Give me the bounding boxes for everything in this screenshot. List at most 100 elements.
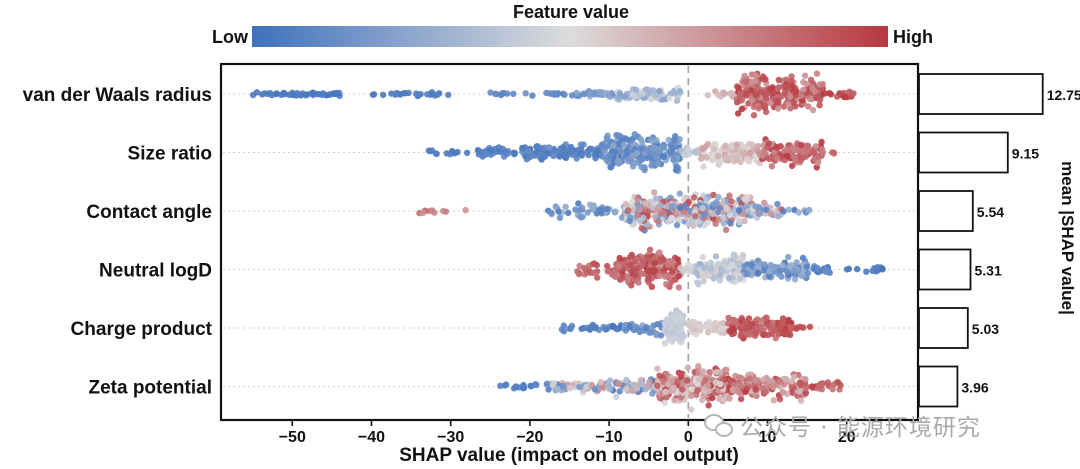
shap-point xyxy=(762,90,769,97)
shap-point xyxy=(814,159,822,166)
shap-point xyxy=(766,155,773,163)
shap-point xyxy=(541,153,549,160)
shap-point xyxy=(752,330,759,338)
shap-point xyxy=(796,388,803,395)
shap-point xyxy=(612,208,619,215)
shap-point xyxy=(325,91,332,99)
shap-point xyxy=(721,90,728,98)
shap-point xyxy=(738,375,745,382)
shap-point xyxy=(626,217,633,224)
shap-point xyxy=(701,210,708,218)
shap-point xyxy=(633,385,641,392)
shap-point xyxy=(560,328,568,335)
shap-point xyxy=(755,105,762,112)
shap-point xyxy=(879,265,886,272)
shap-point xyxy=(736,218,743,226)
shap-point xyxy=(834,379,842,386)
shap-point xyxy=(633,86,640,94)
shap-point xyxy=(654,365,661,372)
shap-point xyxy=(829,386,836,393)
shap-point xyxy=(610,142,617,149)
shap-point xyxy=(753,91,760,98)
mean-shap-bar xyxy=(918,307,969,349)
plot-frame xyxy=(219,62,920,422)
shap-point xyxy=(261,90,268,97)
shap-point xyxy=(644,267,651,274)
shap-point xyxy=(625,274,632,282)
shap-point xyxy=(737,395,745,403)
shap-point xyxy=(667,149,674,156)
shap-point xyxy=(715,193,722,201)
shap-point xyxy=(740,150,748,157)
shap-point xyxy=(642,325,650,332)
shap-point xyxy=(669,259,677,266)
shap-point xyxy=(503,381,510,388)
shap-point xyxy=(762,76,769,83)
shap-point xyxy=(605,153,612,161)
shap-point xyxy=(584,209,591,216)
feature-label: Zeta potential xyxy=(88,378,212,399)
shap-point xyxy=(661,340,669,347)
shap-point xyxy=(775,97,782,105)
shap-point xyxy=(770,327,777,334)
shap-point xyxy=(692,331,700,338)
shap-point xyxy=(741,195,748,203)
shap-point xyxy=(669,268,676,275)
shap-point xyxy=(687,406,695,413)
shap-point xyxy=(591,386,599,393)
shap-point xyxy=(504,150,511,157)
feature-label: Size ratio xyxy=(128,144,212,165)
shap-point xyxy=(627,253,634,261)
shap-point xyxy=(734,110,742,117)
shap-point xyxy=(568,92,576,99)
shap-point xyxy=(648,162,655,169)
shap-point xyxy=(608,148,616,155)
shap-point xyxy=(646,246,654,253)
shap-point xyxy=(670,90,678,97)
shap-point xyxy=(730,318,738,325)
shap-point xyxy=(728,91,735,98)
shap-point xyxy=(688,265,695,272)
shap-point xyxy=(604,136,611,143)
shap-point xyxy=(666,336,673,343)
shap-point xyxy=(566,385,574,392)
shap-point xyxy=(794,147,801,154)
shap-point xyxy=(788,73,795,80)
shap-point xyxy=(431,92,439,99)
shap-point xyxy=(577,141,584,148)
mean-shap-bar xyxy=(918,131,1009,174)
shap-point xyxy=(428,207,436,214)
shap-point xyxy=(774,105,782,112)
x-tick-label: −30 xyxy=(437,429,464,446)
shap-point xyxy=(610,323,617,330)
shap-point xyxy=(677,338,685,345)
shap-point xyxy=(615,159,622,166)
shap-point xyxy=(675,216,683,223)
shap-point xyxy=(743,90,750,98)
shap-point xyxy=(627,261,634,268)
shap-point xyxy=(741,78,749,85)
shap-point xyxy=(653,137,660,144)
shap-point xyxy=(253,89,261,96)
shap-point xyxy=(752,203,759,210)
shap-point xyxy=(706,260,714,267)
shap-point xyxy=(809,85,816,92)
shap-point xyxy=(755,210,763,218)
shap-point xyxy=(845,265,853,272)
shap-point xyxy=(806,323,814,330)
shap-point xyxy=(752,386,759,393)
shap-point xyxy=(736,275,743,282)
shap-point xyxy=(769,84,776,91)
shap-point xyxy=(763,314,770,321)
shap-point xyxy=(735,388,742,396)
shap-point xyxy=(594,149,601,156)
shap-point xyxy=(607,164,615,171)
shap-point xyxy=(743,330,750,338)
shap-point xyxy=(726,263,734,271)
shap-point xyxy=(554,385,561,392)
shap-point xyxy=(654,320,661,328)
shap-point xyxy=(739,323,746,330)
shap-point xyxy=(785,316,792,324)
shap-point xyxy=(770,149,778,156)
shap-point xyxy=(620,141,627,148)
